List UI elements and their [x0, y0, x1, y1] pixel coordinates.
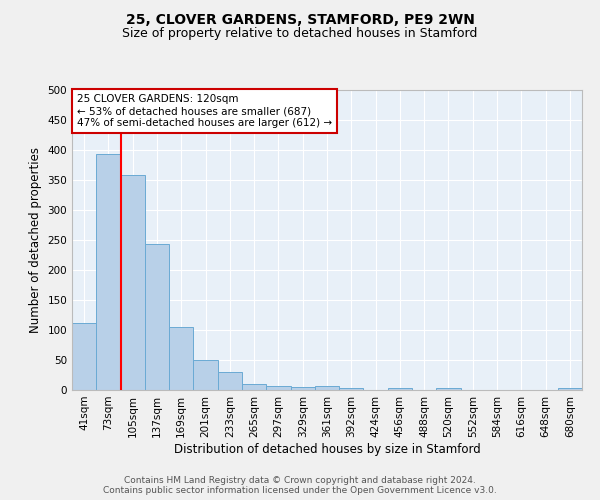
Bar — [96, 154, 121, 390]
Bar — [266, 386, 290, 390]
Bar — [218, 372, 242, 390]
X-axis label: Distribution of detached houses by size in Stamford: Distribution of detached houses by size … — [173, 442, 481, 456]
Bar — [193, 360, 218, 390]
Text: 25, CLOVER GARDENS, STAMFORD, PE9 2WN: 25, CLOVER GARDENS, STAMFORD, PE9 2WN — [125, 12, 475, 26]
Bar — [315, 386, 339, 390]
Bar — [169, 327, 193, 390]
Bar — [145, 244, 169, 390]
Bar — [436, 388, 461, 390]
Bar — [121, 175, 145, 390]
Bar — [242, 384, 266, 390]
Y-axis label: Number of detached properties: Number of detached properties — [29, 147, 42, 333]
Bar — [558, 388, 582, 390]
Bar — [72, 324, 96, 390]
Text: 25 CLOVER GARDENS: 120sqm
← 53% of detached houses are smaller (687)
47% of semi: 25 CLOVER GARDENS: 120sqm ← 53% of detac… — [77, 94, 332, 128]
Text: Contains HM Land Registry data © Crown copyright and database right 2024.
Contai: Contains HM Land Registry data © Crown c… — [103, 476, 497, 495]
Text: Size of property relative to detached houses in Stamford: Size of property relative to detached ho… — [122, 28, 478, 40]
Bar — [339, 388, 364, 390]
Bar — [290, 387, 315, 390]
Bar — [388, 388, 412, 390]
